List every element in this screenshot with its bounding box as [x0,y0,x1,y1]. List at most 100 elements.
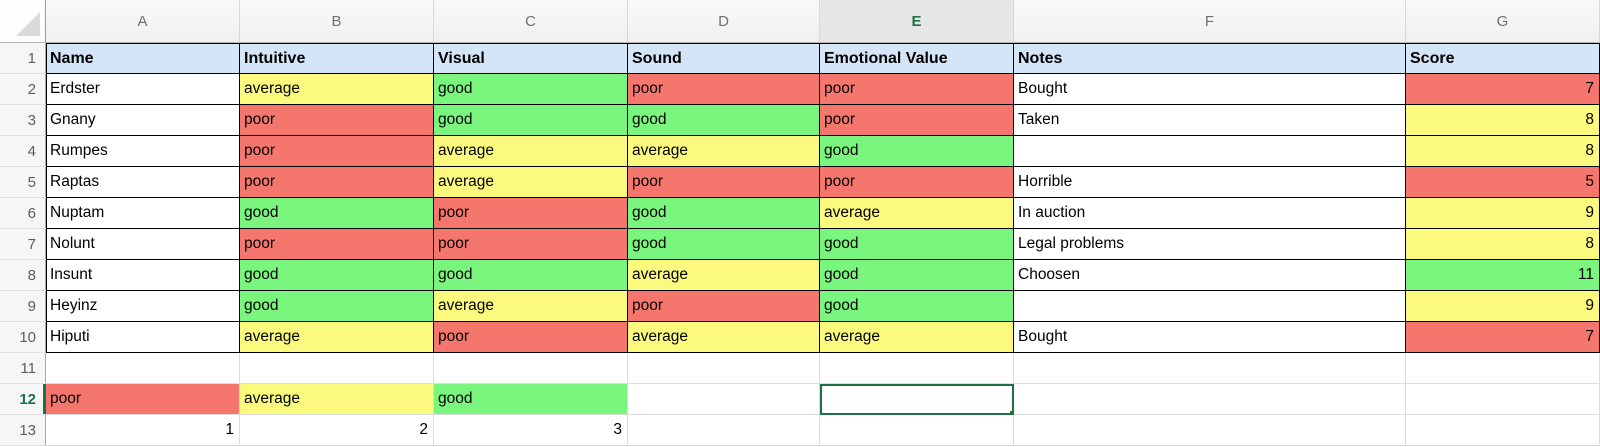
cell-F12[interactable] [1014,384,1406,415]
cell-B13[interactable]: 2 [240,415,434,446]
cell-G7[interactable]: 8 [1406,229,1600,260]
cell-G1[interactable]: Score [1406,43,1600,74]
cell-D10[interactable]: average [628,322,820,353]
cell-A9[interactable]: Heyinz [46,291,240,322]
row-header-4[interactable]: 4 [0,136,46,167]
cell-F10[interactable]: Bought [1014,322,1406,353]
row-header-12[interactable]: 12 [0,384,46,415]
row-header-8[interactable]: 8 [0,260,46,291]
cell-D2[interactable]: poor [628,74,820,105]
cell-E1[interactable]: Emotional Value [820,43,1014,74]
cell-B12[interactable]: average [240,384,434,415]
cell-D11[interactable] [628,353,820,384]
cell-B8[interactable]: good [240,260,434,291]
column-header-G[interactable]: G [1406,0,1600,43]
cell-C13[interactable]: 3 [434,415,628,446]
cell-G5[interactable]: 5 [1406,167,1600,198]
cell-G4[interactable]: 8 [1406,136,1600,167]
cell-A6[interactable]: Nuptam [46,198,240,229]
cell-D3[interactable]: good [628,105,820,136]
cell-C9[interactable]: average [434,291,628,322]
cell-F4[interactable] [1014,136,1406,167]
cell-B9[interactable]: good [240,291,434,322]
cell-F9[interactable] [1014,291,1406,322]
cell-E9[interactable]: good [820,291,1014,322]
cell-A4[interactable]: Rumpes [46,136,240,167]
fill-handle[interactable] [1009,410,1012,413]
cell-E6[interactable]: average [820,198,1014,229]
row-header-7[interactable]: 7 [0,229,46,260]
cell-F8[interactable]: Choosen [1014,260,1406,291]
cell-G3[interactable]: 8 [1406,105,1600,136]
cell-E4[interactable]: good [820,136,1014,167]
cell-A7[interactable]: Nolunt [46,229,240,260]
column-header-E[interactable]: E [820,0,1014,43]
cell-G11[interactable] [1406,353,1600,384]
row-header-13[interactable]: 13 [0,415,46,446]
cell-A12[interactable]: poor [46,384,240,415]
column-header-B[interactable]: B [240,0,434,43]
cell-B1[interactable]: Intuitive [240,43,434,74]
cell-C5[interactable]: average [434,167,628,198]
cell-C12[interactable]: good [434,384,628,415]
cell-A13[interactable]: 1 [46,415,240,446]
cell-B2[interactable]: average [240,74,434,105]
cell-E7[interactable]: good [820,229,1014,260]
cell-D4[interactable]: average [628,136,820,167]
column-header-F[interactable]: F [1014,0,1406,43]
row-header-1[interactable]: 1 [0,43,46,74]
column-header-A[interactable]: A [46,0,240,43]
cell-E3[interactable]: poor [820,105,1014,136]
cell-B4[interactable]: poor [240,136,434,167]
cell-A5[interactable]: Raptas [46,167,240,198]
cell-F7[interactable]: Legal problems [1014,229,1406,260]
select-all-corner[interactable] [0,0,46,43]
cell-D12[interactable] [628,384,820,415]
cell-E12[interactable] [820,384,1014,415]
cell-A1[interactable]: Name [46,43,240,74]
row-header-6[interactable]: 6 [0,198,46,229]
cell-F11[interactable] [1014,353,1406,384]
cell-B5[interactable]: poor [240,167,434,198]
column-header-D[interactable]: D [628,0,820,43]
cell-D5[interactable]: poor [628,167,820,198]
cell-C10[interactable]: poor [434,322,628,353]
cell-E11[interactable] [820,353,1014,384]
cell-D8[interactable]: average [628,260,820,291]
cell-G2[interactable]: 7 [1406,74,1600,105]
cell-C11[interactable] [434,353,628,384]
row-header-2[interactable]: 2 [0,74,46,105]
row-header-3[interactable]: 3 [0,105,46,136]
cell-A3[interactable]: Gnany [46,105,240,136]
cell-D9[interactable]: poor [628,291,820,322]
cell-G10[interactable]: 7 [1406,322,1600,353]
cell-C8[interactable]: good [434,260,628,291]
cell-F5[interactable]: Horrible [1014,167,1406,198]
cell-D1[interactable]: Sound [628,43,820,74]
cell-D7[interactable]: good [628,229,820,260]
cell-F3[interactable]: Taken [1014,105,1406,136]
cell-G6[interactable]: 9 [1406,198,1600,229]
cell-A8[interactable]: Insunt [46,260,240,291]
row-header-11[interactable]: 11 [0,353,46,384]
cell-E8[interactable]: good [820,260,1014,291]
cell-B7[interactable]: poor [240,229,434,260]
cell-E2[interactable]: poor [820,74,1014,105]
cell-B6[interactable]: good [240,198,434,229]
row-header-9[interactable]: 9 [0,291,46,322]
cell-C2[interactable]: good [434,74,628,105]
cell-D6[interactable]: good [628,198,820,229]
cell-E10[interactable]: average [820,322,1014,353]
cell-F1[interactable]: Notes [1014,43,1406,74]
row-header-10[interactable]: 10 [0,322,46,353]
cell-G8[interactable]: 11 [1406,260,1600,291]
cell-E13[interactable] [820,415,1014,446]
cell-A11[interactable] [46,353,240,384]
cell-A2[interactable]: Erdster [46,74,240,105]
column-header-C[interactable]: C [434,0,628,43]
cell-B10[interactable]: average [240,322,434,353]
cell-C4[interactable]: average [434,136,628,167]
cell-C7[interactable]: poor [434,229,628,260]
cell-C3[interactable]: good [434,105,628,136]
cell-F2[interactable]: Bought [1014,74,1406,105]
